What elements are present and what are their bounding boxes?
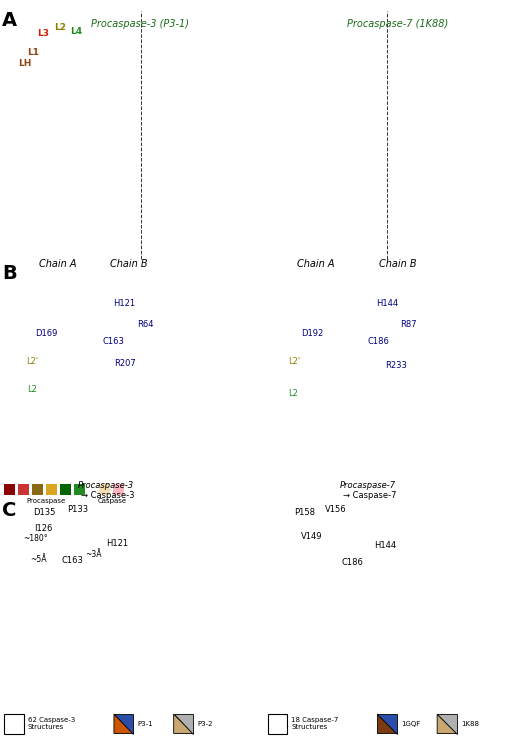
- Bar: [74, 484, 85, 495]
- Text: R233: R233: [385, 362, 407, 370]
- Text: Procaspase: Procaspase: [26, 498, 65, 504]
- Text: P158: P158: [294, 508, 315, 517]
- Text: → Caspase-3: → Caspase-3: [81, 490, 134, 500]
- Text: Chain B: Chain B: [379, 259, 417, 268]
- Polygon shape: [437, 714, 456, 734]
- Polygon shape: [114, 714, 133, 734]
- Polygon shape: [174, 714, 193, 734]
- Text: 62 Caspase-3
Structures: 62 Caspase-3 Structures: [28, 717, 75, 730]
- Text: H144: H144: [374, 542, 396, 550]
- Text: L2: L2: [27, 386, 36, 394]
- Text: Procaspase-7: Procaspase-7: [340, 482, 396, 490]
- Text: A: A: [2, 11, 17, 30]
- Bar: [60, 484, 71, 495]
- Text: L2': L2': [26, 357, 39, 366]
- Text: D192: D192: [301, 329, 323, 338]
- Text: L1: L1: [27, 48, 38, 57]
- Bar: [32, 484, 43, 495]
- Polygon shape: [437, 714, 456, 734]
- Bar: [99, 484, 110, 495]
- Text: L2': L2': [288, 357, 300, 366]
- Text: ~3Å: ~3Å: [85, 550, 102, 559]
- Text: C: C: [2, 501, 16, 520]
- Text: P3-2: P3-2: [197, 721, 213, 727]
- Text: H144: H144: [376, 299, 398, 308]
- Text: Chain B: Chain B: [110, 259, 148, 268]
- Text: D169: D169: [35, 329, 57, 338]
- Text: H121: H121: [106, 539, 128, 548]
- Polygon shape: [377, 714, 397, 734]
- Text: P133: P133: [67, 506, 89, 515]
- Text: C186: C186: [367, 337, 389, 346]
- Text: Chain A: Chain A: [297, 259, 335, 268]
- Bar: [46, 484, 57, 495]
- Polygon shape: [174, 714, 193, 734]
- Text: Procaspase-3: Procaspase-3: [79, 482, 134, 490]
- Bar: [18, 484, 29, 495]
- Text: B: B: [2, 264, 17, 283]
- Text: Procaspase-7 (1K88): Procaspase-7 (1K88): [347, 19, 448, 28]
- Text: 1K88: 1K88: [461, 721, 479, 727]
- Text: 18 Caspase-7
Structures: 18 Caspase-7 Structures: [291, 717, 339, 730]
- Text: C163: C163: [102, 337, 124, 346]
- Text: Chain A: Chain A: [39, 259, 77, 268]
- Text: L2: L2: [55, 23, 66, 32]
- Text: H121: H121: [113, 299, 135, 308]
- Text: ~180°: ~180°: [24, 534, 48, 543]
- Text: C186: C186: [341, 558, 363, 567]
- Text: Procaspase-3 (P3-1): Procaspase-3 (P3-1): [91, 19, 189, 28]
- Bar: [268, 714, 287, 734]
- Text: L4: L4: [70, 27, 83, 36]
- Text: Caspase: Caspase: [98, 498, 127, 504]
- Text: R64: R64: [136, 320, 153, 328]
- Text: 1GQF: 1GQF: [401, 721, 421, 727]
- Text: C163: C163: [62, 556, 84, 565]
- Text: LH: LH: [18, 59, 32, 68]
- Polygon shape: [114, 714, 133, 734]
- Text: P3-1: P3-1: [138, 721, 153, 727]
- Text: R207: R207: [114, 359, 136, 368]
- Bar: [4, 714, 24, 734]
- Bar: [113, 484, 124, 495]
- Text: ~5Å: ~5Å: [30, 555, 46, 564]
- Text: R87: R87: [400, 320, 417, 328]
- Text: L2: L2: [288, 389, 298, 398]
- Text: V156: V156: [325, 506, 347, 515]
- Text: L3: L3: [37, 29, 49, 38]
- Text: D135: D135: [34, 508, 56, 517]
- Polygon shape: [377, 714, 397, 734]
- Text: I126: I126: [34, 524, 52, 533]
- Text: V149: V149: [301, 532, 323, 541]
- Bar: [4, 484, 15, 495]
- Text: → Caspase-7: → Caspase-7: [343, 490, 396, 500]
